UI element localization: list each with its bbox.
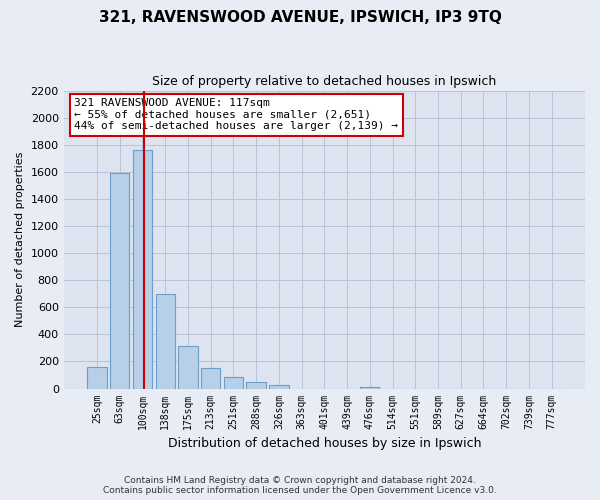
Text: 321, RAVENSWOOD AVENUE, IPSWICH, IP3 9TQ: 321, RAVENSWOOD AVENUE, IPSWICH, IP3 9TQ: [98, 10, 502, 25]
X-axis label: Distribution of detached houses by size in Ipswich: Distribution of detached houses by size …: [167, 437, 481, 450]
Y-axis label: Number of detached properties: Number of detached properties: [15, 152, 25, 327]
Bar: [110, 173, 130, 388]
Bar: [360, 386, 379, 388]
Title: Size of property relative to detached houses in Ipswich: Size of property relative to detached ho…: [152, 75, 496, 88]
Bar: [155, 294, 175, 388]
Bar: [269, 385, 289, 388]
Bar: [224, 377, 243, 388]
Bar: [178, 346, 197, 389]
Bar: [201, 368, 220, 388]
Bar: [88, 367, 107, 388]
Bar: [247, 382, 266, 388]
Text: Contains HM Land Registry data © Crown copyright and database right 2024.
Contai: Contains HM Land Registry data © Crown c…: [103, 476, 497, 495]
Bar: [133, 150, 152, 388]
Text: 321 RAVENSWOOD AVENUE: 117sqm
← 55% of detached houses are smaller (2,651)
44% o: 321 RAVENSWOOD AVENUE: 117sqm ← 55% of d…: [74, 98, 398, 131]
